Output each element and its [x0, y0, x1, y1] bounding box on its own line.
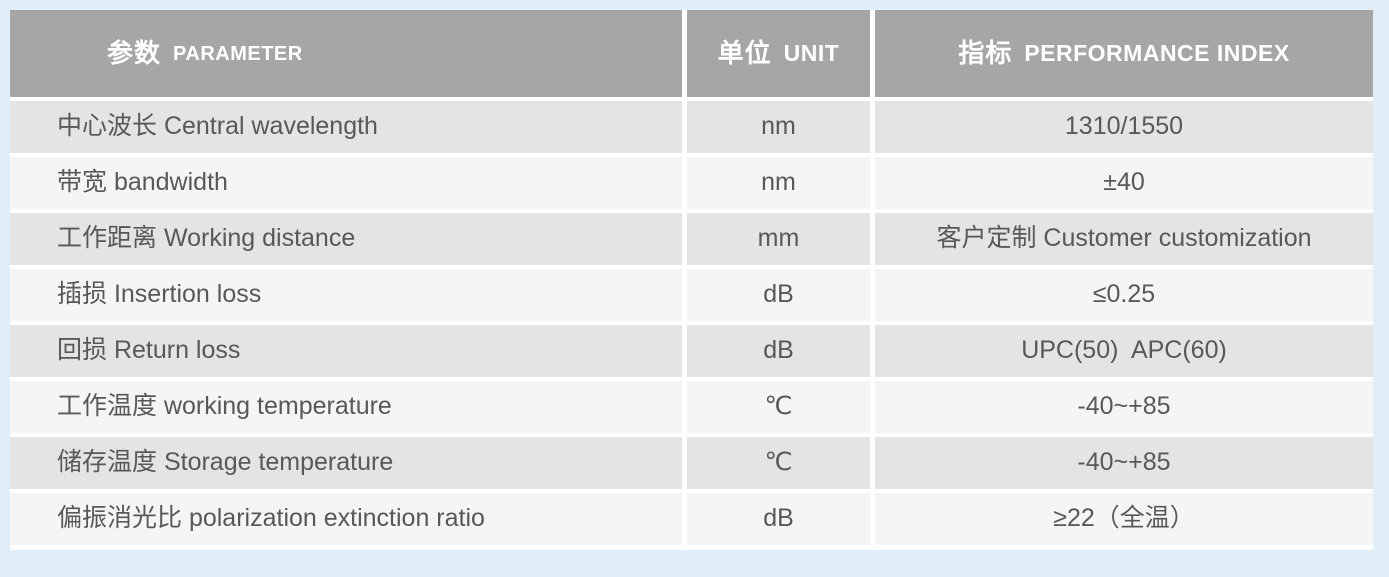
header-unit-cn: 单位: [717, 38, 772, 69]
param-cell: 工作距离 Working distance: [10, 213, 682, 265]
param-cell: 插损 Insertion loss: [10, 269, 682, 321]
param-cell: 偏振消光比 polarization extinction ratio: [10, 493, 682, 545]
unit-cell: nm: [687, 101, 870, 153]
param-cell: 中心波长 Central wavelength: [10, 101, 682, 153]
header-performance-index-en: PERFORMANCE INDEX: [1024, 39, 1290, 66]
param-cell: 储存温度 Storage temperature: [10, 437, 682, 489]
unit-cell: dB: [687, 269, 870, 321]
param-cell: 工作温度 working temperature: [10, 381, 682, 433]
value-cell: ±40: [875, 157, 1373, 209]
value-cell: ≥22（全温）: [875, 493, 1373, 545]
value-cell: 1310/1550: [875, 101, 1373, 153]
value-cell: -40~+85: [875, 437, 1373, 489]
unit-cell: dB: [687, 325, 870, 377]
header-performance-index: 指标 PERFORMANCE INDEX: [875, 10, 1373, 97]
value-cell: 客户定制 Customer customization: [875, 213, 1373, 265]
header-parameter-cn: 参数: [107, 38, 162, 69]
unit-cell: ℃: [687, 381, 870, 433]
param-cell: 带宽 bandwidth: [10, 157, 682, 209]
unit-cell: nm: [687, 157, 870, 209]
spec-table: 参数 PARAMETER 单位 UNIT 指标 PERFORMANCE INDE…: [10, 10, 1373, 550]
unit-cell: mm: [687, 213, 870, 265]
value-cell: ≤0.25: [875, 269, 1373, 321]
unit-cell: dB: [687, 493, 870, 545]
unit-cell: ℃: [687, 437, 870, 489]
header-unit: 单位 UNIT: [687, 10, 870, 97]
param-cell: 回损 Return loss: [10, 325, 682, 377]
header-unit-en: UNIT: [783, 39, 840, 66]
value-cell: -40~+85: [875, 381, 1373, 433]
header-performance-index-cn: 指标: [958, 38, 1013, 69]
value-cell: UPC(50) APC(60): [875, 325, 1373, 377]
header-parameter-en: PARAMETER: [173, 42, 303, 65]
header-parameter: 参数 PARAMETER: [10, 10, 682, 97]
